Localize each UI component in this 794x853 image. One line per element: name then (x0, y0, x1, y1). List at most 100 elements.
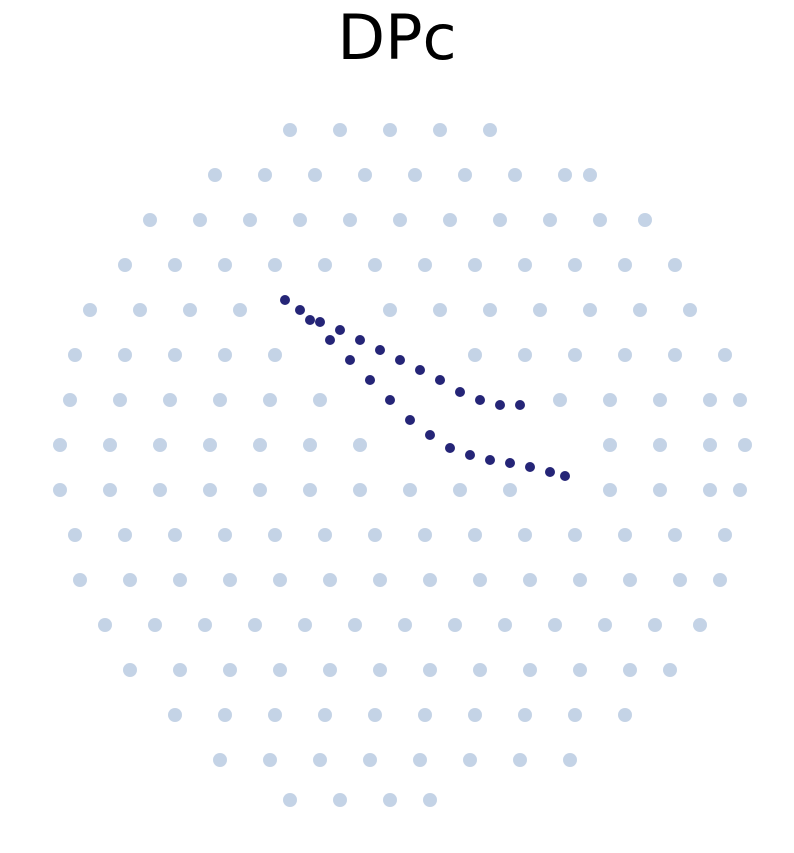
point (633, 303, 647, 317)
point (213, 393, 227, 407)
point (123, 573, 137, 587)
point (103, 483, 117, 497)
point (415, 365, 425, 375)
point (458, 168, 472, 182)
point (468, 528, 482, 542)
point (568, 258, 582, 272)
point (223, 573, 237, 587)
point (445, 443, 455, 453)
point (375, 345, 385, 355)
point (168, 258, 182, 272)
point (323, 663, 337, 677)
point (248, 618, 262, 632)
point (418, 258, 432, 272)
point (618, 258, 632, 272)
point (268, 348, 282, 362)
point (653, 438, 667, 452)
point (98, 618, 112, 632)
point (663, 663, 677, 677)
point (355, 335, 365, 345)
point (263, 393, 277, 407)
point (323, 573, 337, 587)
point (318, 708, 332, 722)
point (335, 325, 345, 335)
point (533, 303, 547, 317)
point (453, 483, 467, 497)
point (283, 123, 297, 137)
point (153, 438, 167, 452)
point (143, 213, 157, 227)
point (653, 393, 667, 407)
point (103, 438, 117, 452)
point (153, 483, 167, 497)
point (333, 123, 347, 137)
point (118, 528, 132, 542)
point (263, 753, 277, 767)
point (463, 753, 477, 767)
point-group (280, 295, 570, 481)
point (435, 375, 445, 385)
point (523, 573, 537, 587)
point (623, 573, 637, 587)
point (168, 348, 182, 362)
point (465, 450, 475, 460)
point (683, 303, 697, 317)
point (443, 213, 457, 227)
point (113, 393, 127, 407)
point (303, 438, 317, 452)
point (718, 528, 732, 542)
point (738, 438, 752, 452)
point (118, 258, 132, 272)
point (308, 168, 322, 182)
point (468, 708, 482, 722)
point (668, 258, 682, 272)
point (408, 168, 422, 182)
point (418, 708, 432, 722)
point (173, 573, 187, 587)
point (733, 393, 747, 407)
point (548, 618, 562, 632)
point (118, 348, 132, 362)
point (495, 400, 505, 410)
point (348, 618, 362, 632)
point (713, 573, 727, 587)
point (603, 393, 617, 407)
point (363, 753, 377, 767)
point (703, 393, 717, 407)
point (703, 483, 717, 497)
point (198, 618, 212, 632)
point (218, 708, 232, 722)
point (218, 528, 232, 542)
point (218, 258, 232, 272)
point (433, 303, 447, 317)
point (273, 573, 287, 587)
point (425, 430, 435, 440)
point (473, 663, 487, 677)
point (213, 753, 227, 767)
point (693, 618, 707, 632)
point (468, 348, 482, 362)
point (68, 348, 82, 362)
point (368, 708, 382, 722)
point (373, 663, 387, 677)
point (253, 483, 267, 497)
point (383, 303, 397, 317)
point (223, 663, 237, 677)
point (653, 483, 667, 497)
point (668, 528, 682, 542)
point (385, 395, 395, 405)
point (603, 438, 617, 452)
point (345, 355, 355, 365)
point (418, 528, 432, 542)
point (313, 753, 327, 767)
point (305, 315, 315, 325)
point (218, 348, 232, 362)
point (568, 528, 582, 542)
point (298, 618, 312, 632)
point (383, 123, 397, 137)
point (83, 303, 97, 317)
point (53, 483, 67, 497)
point (648, 618, 662, 632)
